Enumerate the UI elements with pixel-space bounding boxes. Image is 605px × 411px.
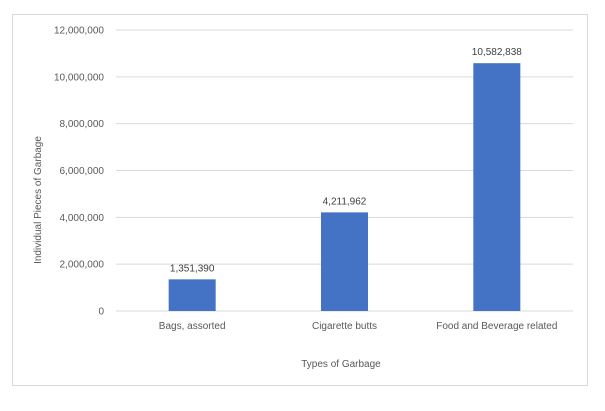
y-tick-label: 10,000,000 <box>54 72 104 83</box>
chart-area <box>12 14 588 386</box>
y-tick-label: 8,000,000 <box>60 119 105 130</box>
y-tick-label: 0 <box>98 307 104 318</box>
bar <box>321 212 368 311</box>
data-label: 4,211,962 <box>323 196 367 207</box>
y-tick-label: 6,000,000 <box>60 166 105 177</box>
x-axis-title: Types of Garbage <box>301 359 381 370</box>
y-tick-label: 2,000,000 <box>60 260 105 271</box>
y-axis-title: Individual Pieces of Garbage <box>33 136 44 264</box>
x-tick-label: Bags, assorted <box>159 321 226 332</box>
y-tick-label: 12,000,000 <box>54 26 104 37</box>
data-label: 10,582,838 <box>472 47 522 58</box>
data-label: 1,351,390 <box>170 263 215 274</box>
x-tick-label: Food and Beverage related <box>436 321 557 332</box>
x-tick-label: Cigarette butts <box>312 321 377 332</box>
bar <box>168 279 216 311</box>
bar <box>473 63 521 311</box>
y-tick-label: 4,000,000 <box>60 213 105 224</box>
